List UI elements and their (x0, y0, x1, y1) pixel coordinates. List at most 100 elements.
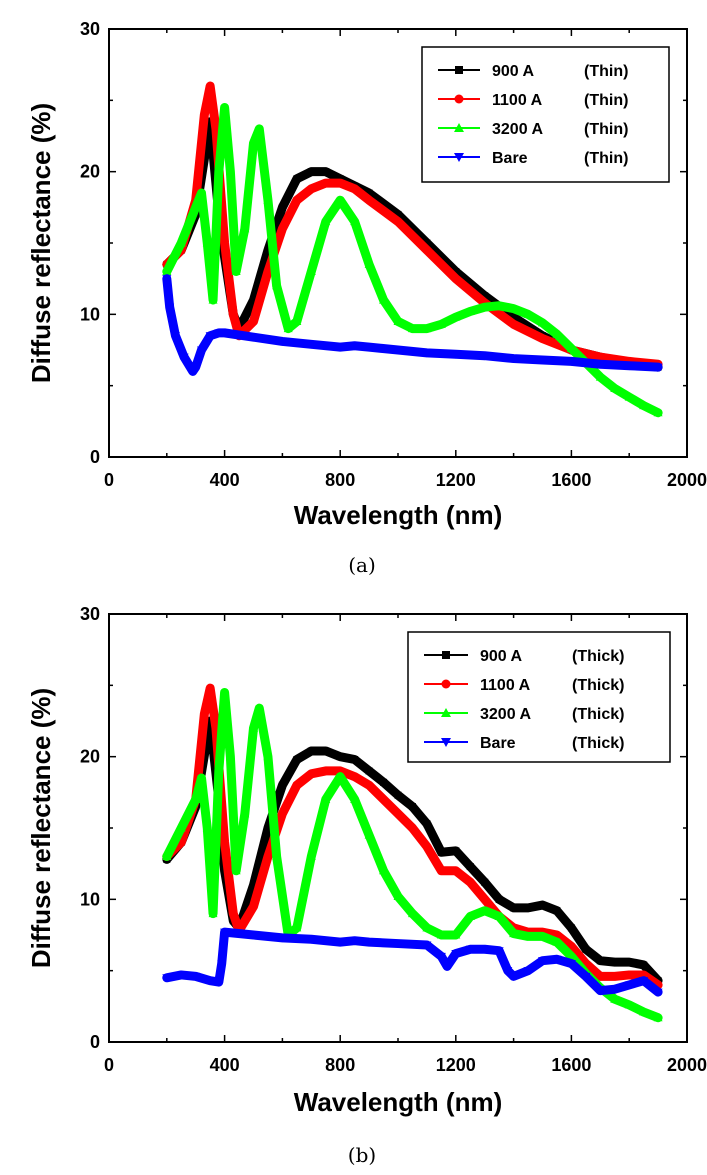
data-point (465, 911, 475, 920)
x-axis-title: Wavelength (nm) (294, 500, 502, 530)
data-point (170, 332, 180, 341)
data-point (249, 138, 258, 147)
data-point (229, 909, 238, 918)
data-point (639, 1007, 649, 1016)
data-point (452, 268, 460, 276)
data-point (205, 332, 215, 341)
data-point (250, 881, 257, 889)
data-point (200, 110, 209, 119)
data-point (240, 224, 250, 233)
data-point (436, 319, 446, 328)
data-point (322, 168, 330, 176)
chart-panel-b: 0 400 800 1200 1600 2000 0 10 20 30 Wavelength (… (26, 604, 707, 1167)
data-point (249, 333, 258, 342)
data-point (249, 931, 258, 940)
x-axis-title: Wavelength (nm) (294, 1087, 502, 1117)
data-point (538, 356, 547, 365)
data-point (278, 203, 286, 211)
legend-series-name: Bare (492, 150, 528, 167)
data-point (596, 957, 604, 965)
data-point (264, 824, 272, 832)
data-point (240, 809, 250, 818)
legend-series-suffix: (Thick) (572, 648, 624, 665)
data-point (595, 372, 605, 381)
data-point (422, 324, 432, 333)
tick-marks (108, 613, 688, 1043)
data-point (452, 847, 460, 855)
data-point (481, 878, 489, 886)
data-point (254, 703, 264, 712)
data-point (229, 310, 238, 319)
data-point (553, 907, 561, 915)
data-point (206, 684, 215, 693)
data-point (162, 974, 172, 983)
data-point (423, 820, 431, 828)
data-point (408, 803, 416, 811)
data-point (202, 238, 212, 247)
data-point (552, 329, 562, 338)
legend-series-name: 1100 A (480, 677, 531, 694)
data-point (293, 756, 301, 764)
data-point (220, 239, 229, 247)
x-tick-label: 400 (210, 470, 240, 490)
data-point (495, 895, 503, 903)
data-point (196, 188, 206, 197)
legend-entry: 3200 A (Thin) (438, 121, 628, 138)
data-point (423, 239, 431, 247)
data-point (250, 296, 257, 304)
data-point (380, 778, 388, 786)
x-tick-label: 400 (210, 1055, 240, 1075)
data-point (350, 184, 359, 193)
data-point (200, 709, 209, 718)
y-tick-label: 10 (80, 304, 100, 324)
data-point (350, 794, 360, 803)
data-point (451, 950, 461, 959)
data-point (509, 972, 519, 981)
data-point (191, 794, 201, 803)
data-point (278, 809, 287, 818)
data-point (379, 795, 388, 804)
data-point (321, 179, 330, 188)
data-point (306, 852, 316, 861)
y-tick-label: 20 (80, 162, 100, 182)
data-point (365, 189, 373, 197)
data-point (552, 955, 562, 964)
data-point (639, 977, 649, 986)
data-point (610, 972, 619, 981)
data-point (455, 66, 463, 74)
data-point (214, 766, 224, 775)
data-point (509, 929, 519, 938)
legend-series-name: Bare (480, 735, 516, 752)
data-point (422, 923, 432, 932)
data-point (176, 823, 186, 832)
data-point (566, 960, 576, 969)
data-point (407, 324, 417, 333)
legend-series-suffix: (Thick) (572, 677, 624, 694)
data-point (524, 904, 532, 912)
data-point (510, 904, 518, 912)
data-point (454, 153, 464, 162)
data-point (278, 781, 286, 789)
legend-label: 900 A (Thin) (492, 63, 628, 80)
data-point (272, 281, 282, 290)
data-point (480, 302, 490, 311)
data-point (436, 930, 446, 939)
y-tick-label: 20 (80, 747, 100, 767)
data-point (538, 334, 547, 343)
data-point (321, 794, 331, 803)
data-point (610, 994, 620, 1003)
data-point (394, 217, 402, 226)
chart-panel-a: 0 400 800 1200 1600 2000 0 10 20 30 Wavelength (… (26, 19, 707, 577)
data-point (567, 924, 575, 932)
data-point (596, 353, 605, 362)
data-point (214, 167, 224, 176)
data-point (494, 947, 504, 956)
data-point (277, 934, 287, 943)
data-point (231, 866, 241, 875)
legend-entry: Bare (Thin) (438, 150, 628, 167)
data-point (509, 304, 519, 313)
data-point (653, 1013, 663, 1022)
data-point (582, 945, 590, 953)
data-point (509, 355, 519, 364)
